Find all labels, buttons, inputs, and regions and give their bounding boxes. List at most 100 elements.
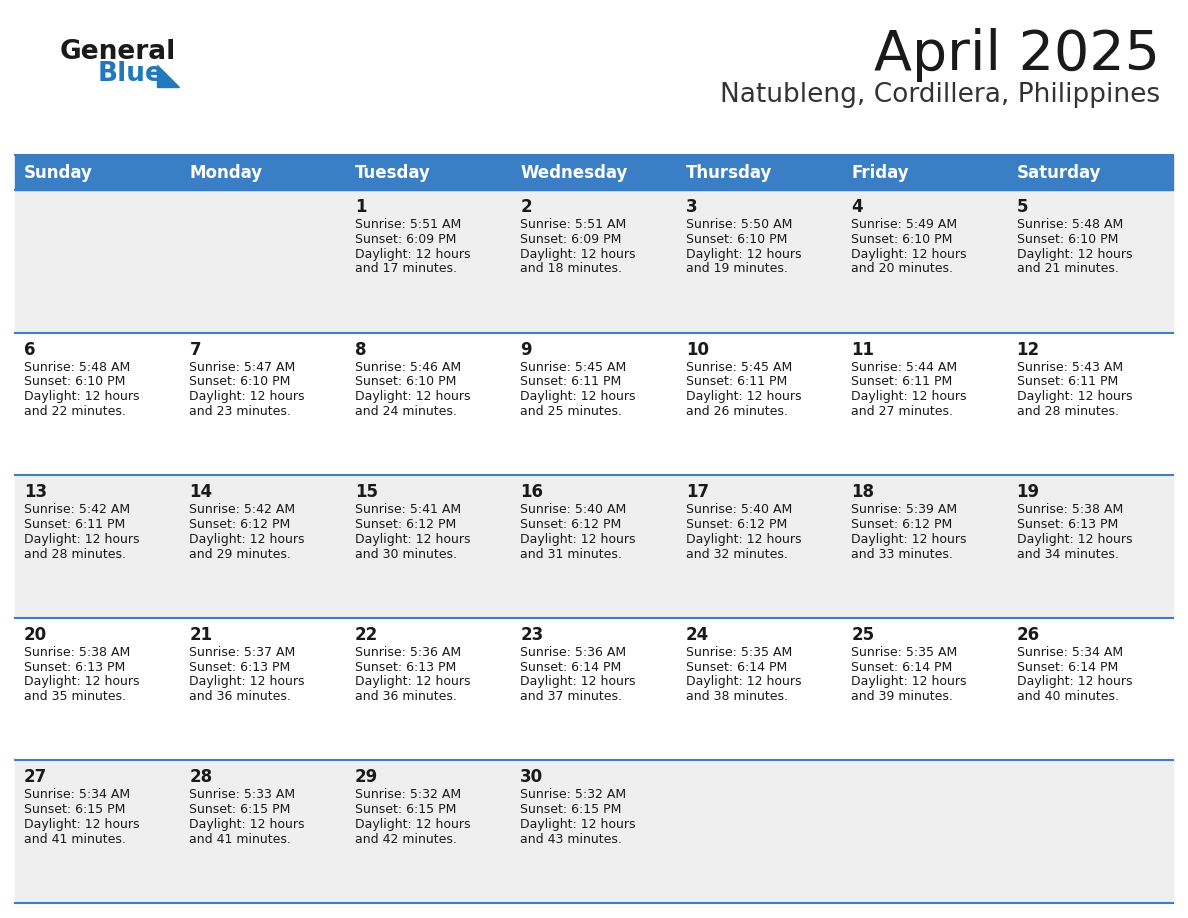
Text: Daylight: 12 hours: Daylight: 12 hours (1017, 676, 1132, 688)
Text: Sunset: 6:09 PM: Sunset: 6:09 PM (520, 233, 621, 246)
Text: Sunrise: 5:51 AM: Sunrise: 5:51 AM (355, 218, 461, 231)
Text: Sunrise: 5:38 AM: Sunrise: 5:38 AM (24, 645, 131, 659)
Bar (1007, 155, 1173, 190)
Text: Blue: Blue (97, 61, 164, 87)
Text: Sunrise: 5:40 AM: Sunrise: 5:40 AM (520, 503, 626, 516)
Text: Daylight: 12 hours: Daylight: 12 hours (355, 818, 470, 831)
Text: Saturday: Saturday (1017, 163, 1101, 182)
Text: 8: 8 (355, 341, 366, 359)
Text: Sunrise: 5:37 AM: Sunrise: 5:37 AM (189, 645, 296, 659)
Text: Sunset: 6:12 PM: Sunset: 6:12 PM (189, 518, 291, 531)
Text: Thursday: Thursday (685, 163, 772, 182)
Text: and 41 minutes.: and 41 minutes. (189, 833, 291, 845)
Text: and 32 minutes.: and 32 minutes. (685, 548, 788, 561)
Text: Sunset: 6:12 PM: Sunset: 6:12 PM (520, 518, 621, 531)
Text: Sunrise: 5:40 AM: Sunrise: 5:40 AM (685, 503, 792, 516)
Text: Daylight: 12 hours: Daylight: 12 hours (520, 818, 636, 831)
Text: Sunrise: 5:42 AM: Sunrise: 5:42 AM (189, 503, 296, 516)
Text: Daylight: 12 hours: Daylight: 12 hours (24, 818, 139, 831)
Text: 20: 20 (24, 626, 48, 644)
Text: and 33 minutes.: and 33 minutes. (851, 548, 953, 561)
Text: 3: 3 (685, 198, 697, 216)
Bar (15, 155, 181, 190)
Bar (181, 155, 346, 190)
Text: Sunset: 6:15 PM: Sunset: 6:15 PM (520, 803, 621, 816)
Text: Friday: Friday (851, 163, 909, 182)
Text: and 39 minutes.: and 39 minutes. (851, 690, 953, 703)
Text: and 27 minutes.: and 27 minutes. (851, 405, 953, 418)
Text: Sunset: 6:15 PM: Sunset: 6:15 PM (24, 803, 126, 816)
Text: Sunrise: 5:32 AM: Sunrise: 5:32 AM (355, 789, 461, 801)
Bar (15, 190, 1173, 332)
Text: Daylight: 12 hours: Daylight: 12 hours (24, 390, 139, 403)
Text: Sunset: 6:10 PM: Sunset: 6:10 PM (189, 375, 291, 388)
Text: Daylight: 12 hours: Daylight: 12 hours (1017, 532, 1132, 546)
Text: Sunrise: 5:41 AM: Sunrise: 5:41 AM (355, 503, 461, 516)
Text: April 2025: April 2025 (874, 28, 1159, 82)
Text: Tuesday: Tuesday (355, 163, 431, 182)
Text: Daylight: 12 hours: Daylight: 12 hours (189, 532, 305, 546)
Text: Sunrise: 5:48 AM: Sunrise: 5:48 AM (1017, 218, 1123, 231)
Bar (346, 155, 511, 190)
Text: and 43 minutes.: and 43 minutes. (520, 833, 623, 845)
Text: Daylight: 12 hours: Daylight: 12 hours (851, 532, 967, 546)
Text: Sunrise: 5:33 AM: Sunrise: 5:33 AM (189, 789, 296, 801)
Text: Sunset: 6:12 PM: Sunset: 6:12 PM (851, 518, 953, 531)
Text: 15: 15 (355, 483, 378, 501)
Text: Sunrise: 5:39 AM: Sunrise: 5:39 AM (851, 503, 958, 516)
Text: Daylight: 12 hours: Daylight: 12 hours (1017, 248, 1132, 261)
Text: and 40 minutes.: and 40 minutes. (1017, 690, 1119, 703)
Text: Sunset: 6:11 PM: Sunset: 6:11 PM (24, 518, 125, 531)
Text: Daylight: 12 hours: Daylight: 12 hours (685, 676, 801, 688)
Text: and 41 minutes.: and 41 minutes. (24, 833, 126, 845)
Text: Natubleng, Cordillera, Philippines: Natubleng, Cordillera, Philippines (720, 82, 1159, 108)
Text: and 20 minutes.: and 20 minutes. (851, 263, 953, 275)
Text: Sunset: 6:13 PM: Sunset: 6:13 PM (355, 661, 456, 674)
Text: Daylight: 12 hours: Daylight: 12 hours (189, 390, 305, 403)
Text: 9: 9 (520, 341, 532, 359)
Bar (677, 155, 842, 190)
Text: Sunrise: 5:34 AM: Sunrise: 5:34 AM (1017, 645, 1123, 659)
Text: and 23 minutes.: and 23 minutes. (189, 405, 291, 418)
Text: 5: 5 (1017, 198, 1028, 216)
Text: and 28 minutes.: and 28 minutes. (1017, 405, 1119, 418)
Text: Sunset: 6:10 PM: Sunset: 6:10 PM (24, 375, 126, 388)
Text: and 37 minutes.: and 37 minutes. (520, 690, 623, 703)
Text: Daylight: 12 hours: Daylight: 12 hours (685, 248, 801, 261)
Text: 30: 30 (520, 768, 543, 787)
Text: 22: 22 (355, 626, 378, 644)
Text: Sunrise: 5:44 AM: Sunrise: 5:44 AM (851, 361, 958, 374)
Text: 11: 11 (851, 341, 874, 359)
Text: Sunrise: 5:36 AM: Sunrise: 5:36 AM (520, 645, 626, 659)
Text: Sunset: 6:15 PM: Sunset: 6:15 PM (189, 803, 291, 816)
Text: and 24 minutes.: and 24 minutes. (355, 405, 456, 418)
Text: 18: 18 (851, 483, 874, 501)
Text: Sunrise: 5:34 AM: Sunrise: 5:34 AM (24, 789, 131, 801)
Text: Sunset: 6:10 PM: Sunset: 6:10 PM (355, 375, 456, 388)
Text: 23: 23 (520, 626, 544, 644)
Text: and 31 minutes.: and 31 minutes. (520, 548, 623, 561)
Text: Sunset: 6:14 PM: Sunset: 6:14 PM (851, 661, 953, 674)
Text: Sunset: 6:12 PM: Sunset: 6:12 PM (685, 518, 786, 531)
Bar (842, 155, 1007, 190)
Text: Sunset: 6:15 PM: Sunset: 6:15 PM (355, 803, 456, 816)
Text: Daylight: 12 hours: Daylight: 12 hours (851, 248, 967, 261)
Text: Wednesday: Wednesday (520, 163, 627, 182)
Text: Sunset: 6:11 PM: Sunset: 6:11 PM (685, 375, 786, 388)
Text: Monday: Monday (189, 163, 263, 182)
Text: Sunrise: 5:50 AM: Sunrise: 5:50 AM (685, 218, 792, 231)
Text: Sunset: 6:13 PM: Sunset: 6:13 PM (189, 661, 291, 674)
Text: Daylight: 12 hours: Daylight: 12 hours (355, 390, 470, 403)
Text: Sunday: Sunday (24, 163, 93, 182)
Text: Daylight: 12 hours: Daylight: 12 hours (520, 248, 636, 261)
Text: Sunset: 6:13 PM: Sunset: 6:13 PM (24, 661, 125, 674)
Text: Sunset: 6:13 PM: Sunset: 6:13 PM (1017, 518, 1118, 531)
Text: Sunrise: 5:35 AM: Sunrise: 5:35 AM (851, 645, 958, 659)
Text: 7: 7 (189, 341, 201, 359)
Polygon shape (157, 65, 179, 87)
Bar (15, 760, 1173, 903)
Text: Sunrise: 5:51 AM: Sunrise: 5:51 AM (520, 218, 626, 231)
Text: Sunrise: 5:36 AM: Sunrise: 5:36 AM (355, 645, 461, 659)
Text: Daylight: 12 hours: Daylight: 12 hours (851, 390, 967, 403)
Text: 2: 2 (520, 198, 532, 216)
